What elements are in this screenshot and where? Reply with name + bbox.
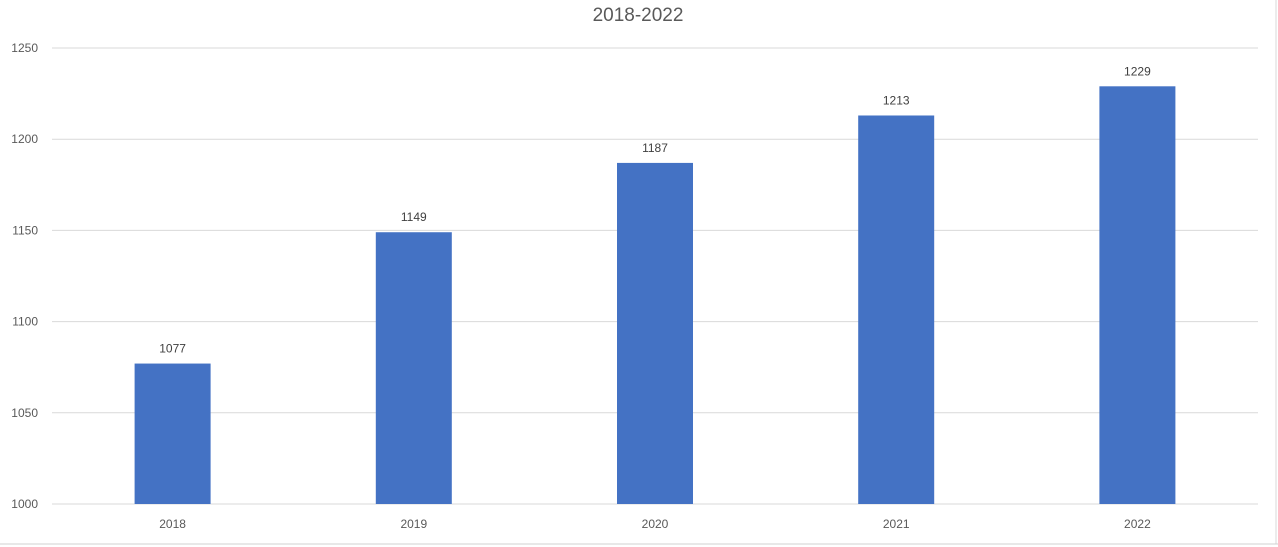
y-tick-label: 1150 bbox=[12, 223, 38, 237]
bar-2018 bbox=[134, 363, 211, 504]
bar-2019 bbox=[375, 232, 452, 504]
x-tick-label: 2020 bbox=[642, 517, 669, 531]
data-label: 1077 bbox=[159, 342, 186, 356]
y-tick-label: 1250 bbox=[11, 41, 38, 55]
x-tick-label: 2019 bbox=[400, 517, 427, 531]
data-label: 1213 bbox=[883, 93, 910, 107]
bar-2022 bbox=[1099, 86, 1176, 504]
bar-2020 bbox=[617, 162, 693, 505]
y-tick-label: 1000 bbox=[11, 497, 38, 511]
data-label: 1229 bbox=[1124, 64, 1151, 78]
y-tick-label: 1050 bbox=[11, 406, 38, 420]
bar-2021 bbox=[858, 115, 935, 504]
data-label: 1187 bbox=[642, 141, 668, 155]
y-tick-label: 1100 bbox=[12, 315, 38, 329]
y-tick-label: 1200 bbox=[11, 132, 38, 146]
chart-title: 2018-2022 bbox=[593, 5, 684, 26]
x-tick-label: 2018 bbox=[159, 517, 186, 531]
data-label: 1149 bbox=[401, 210, 427, 224]
x-tick-label: 2022 bbox=[1124, 517, 1151, 531]
x-tick-label: 2021 bbox=[883, 517, 910, 531]
